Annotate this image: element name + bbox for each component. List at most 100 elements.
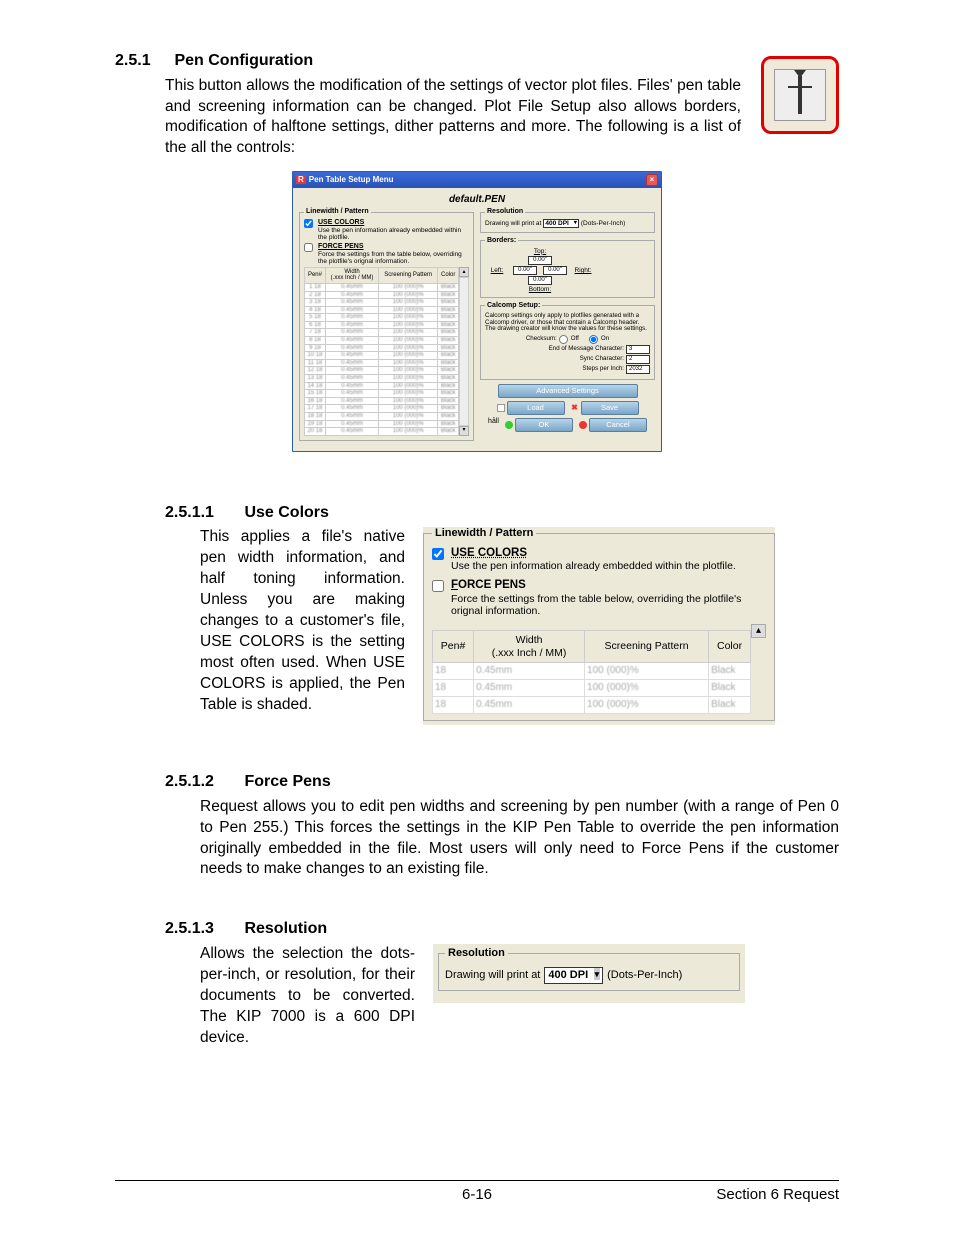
pen-table-setup-window: RPen Table Setup Menu × default.PEN Line…	[292, 171, 662, 452]
table-row: 11 180.45mm100 (000)%Black	[305, 359, 459, 367]
col-scr: Screening Pattern	[379, 267, 438, 283]
window-title: Pen Table Setup Menu	[309, 175, 394, 184]
calcomp-fieldset: Calcomp Setup: Calcomp settings only app…	[480, 302, 655, 380]
scroll-up-icon[interactable]: ▴	[459, 267, 469, 277]
sync-input[interactable]: 2	[626, 355, 650, 364]
spi-input[interactable]: 2032	[626, 365, 650, 374]
heading-2511: 2.5.1.1 Use Colors	[165, 502, 839, 524]
top-input[interactable]: 0.00"	[528, 256, 552, 265]
right-input[interactable]: 0.00"	[543, 266, 567, 275]
save-x-icon: ✖	[571, 404, 579, 412]
resolution-fieldset: Resolution Drawing will print at 400 DPI…	[480, 208, 655, 233]
res-legend: Resolution	[485, 208, 525, 216]
right-label: Right:	[575, 267, 592, 274]
pen-config-icon	[761, 56, 839, 134]
save-button[interactable]: Save	[581, 401, 639, 415]
table-row: 1 180.45mm100 (000)%Black	[305, 283, 459, 291]
table-row: 8 180.45mm100 (000)%Black	[305, 337, 459, 345]
body-2512: Request allows you to edit pen widths an…	[115, 797, 839, 881]
use-colors-cap: USE COLORS	[318, 219, 469, 227]
table-row: 18 180.45mm100 (000)%Black	[305, 413, 459, 421]
eom-input[interactable]: 3	[626, 345, 650, 354]
use-colors-desc: Use the pen information already embedded…	[318, 227, 469, 241]
table-row: 6 180.45mm100 (000)%Black	[305, 321, 459, 329]
sub-title: Use Colors	[244, 504, 328, 521]
table-row: 15 180.45mm100 (000)%Black	[305, 390, 459, 398]
sync-label: Sync Character:	[580, 356, 624, 363]
section-label: Section 6 Request	[492, 1185, 839, 1205]
heading-251: 2.5.1 Pen Configuration	[115, 50, 741, 72]
table-row: 5 180.45mm100 (000)%Black	[305, 314, 459, 322]
table-row: 3 180.45mm100 (000)%Black	[305, 299, 459, 307]
filename-label: default.PEN	[299, 192, 655, 208]
table-row: 9 180.45mm100 (000)%Black	[305, 344, 459, 352]
checksum-off-radio[interactable]	[559, 335, 568, 344]
zoom-force-pens-desc: Force the settings from the table below,…	[451, 593, 766, 618]
zoom-scroll-up-icon[interactable]: ▴	[751, 624, 766, 638]
load-button[interactable]: Load	[507, 401, 565, 415]
table-row: 12 180.45mm100 (000)%Black	[305, 367, 459, 375]
body-251: This button allows the modification of t…	[115, 76, 741, 160]
cal-legend: Calcomp Setup:	[485, 302, 542, 310]
eom-label: End of Message Character:	[549, 346, 624, 353]
res-before: Drawing will print at	[485, 220, 541, 227]
page-number: 6-16	[462, 1185, 492, 1205]
res-after: (Dots-Per-Inch)	[581, 220, 625, 227]
table-row: 20 180.45mm100 (000)%Black	[305, 428, 459, 436]
table-row: 4 180.45mm100 (000)%Black	[305, 306, 459, 314]
zoom-use-colors-desc: Use the pen information already embedded…	[451, 560, 736, 573]
force-pens-checkbox[interactable]	[304, 243, 313, 252]
page-footer: 6-16 Section 6 Request	[115, 1180, 839, 1205]
body-2511: This applies a file's native pen width i…	[115, 527, 405, 715]
table-row: 180.45mm100 (000)%Black	[433, 697, 751, 714]
bottom-input[interactable]: 0.00"	[528, 276, 552, 285]
lw-legend: Linewidth / Pattern	[304, 208, 371, 216]
table-row: 10 180.45mm100 (000)%Black	[305, 352, 459, 360]
dpi-select[interactable]: 400 DPI	[543, 219, 579, 228]
heading-2512: 2.5.1.2 Force Pens	[165, 771, 839, 793]
table-row: 13 180.45mm100 (000)%Black	[305, 375, 459, 383]
left-input[interactable]: 0.00"	[513, 266, 537, 275]
scroll-down-icon[interactable]: ▾	[459, 426, 469, 436]
table-row: 180.45mm100 (000)%Black	[433, 680, 751, 697]
ok-dot-icon	[505, 421, 513, 429]
rz-before: Drawing will print at	[445, 968, 540, 983]
advanced-settings-button[interactable]: Advanced Settings	[498, 384, 638, 398]
force-pens-cap: FORCE PENS	[318, 243, 469, 251]
top-label: Top:	[534, 248, 546, 255]
rz-legend: Resolution	[445, 946, 508, 961]
checksum-label: Checksum:	[526, 336, 557, 343]
sub-num: 2.5.1.1	[165, 502, 240, 524]
borders-legend: Borders:	[485, 237, 518, 245]
ok-button[interactable]: OK	[515, 418, 573, 432]
zoom-legend: Linewidth / Pattern	[432, 527, 536, 540]
zoom-force-pens-cap: FORCE PENS	[451, 579, 766, 593]
zoom-force-pens-checkbox[interactable]	[432, 580, 444, 592]
zcol-width: Width (.xxx Inch / MM)	[474, 630, 585, 662]
zcol-color: Color	[709, 630, 751, 662]
cal-desc: Calcomp settings only apply to plotfiles…	[485, 313, 650, 333]
cancel-button[interactable]: Cancel	[589, 418, 647, 432]
body-2513: Allows the selection the dots-per-inch, …	[115, 944, 415, 1049]
borders-fieldset: Borders: Top: 0.00" Left: 0.00" 0.00" Ri…	[480, 237, 655, 298]
left-label: Left:	[491, 267, 504, 274]
checksum-on-radio[interactable]	[589, 335, 598, 344]
table-row: 19 180.45mm100 (000)%Black	[305, 420, 459, 428]
table-row: 16 180.45mm100 (000)%Black	[305, 397, 459, 405]
col-width: Width (.xxx Inch / MM)	[325, 267, 378, 283]
on-label: On	[601, 336, 609, 343]
rz-dpi-select[interactable]: 400 DPI	[544, 967, 603, 984]
table-row: 14 180.45mm100 (000)%Black	[305, 382, 459, 390]
sub-num: 2.5.1.2	[165, 771, 240, 793]
zoom-use-colors-checkbox[interactable]	[432, 548, 444, 560]
table-row: 2 180.45mm100 (000)%Black	[305, 291, 459, 299]
zcol-scr: Screening Pattern	[585, 630, 709, 662]
off-label: Off	[571, 336, 579, 343]
window-titlebar: RPen Table Setup Menu ×	[293, 172, 661, 188]
zcol-pen: Pen#	[433, 630, 474, 662]
close-icon[interactable]: ×	[646, 174, 658, 186]
linewidth-fieldset: Linewidth / Pattern USE COLORS Use the p…	[299, 208, 474, 441]
linewidth-panel-zoom: Linewidth / Pattern USE COLORS Use the p…	[423, 527, 775, 725]
sub-title: Resolution	[244, 920, 327, 937]
use-colors-checkbox[interactable]	[304, 219, 313, 228]
